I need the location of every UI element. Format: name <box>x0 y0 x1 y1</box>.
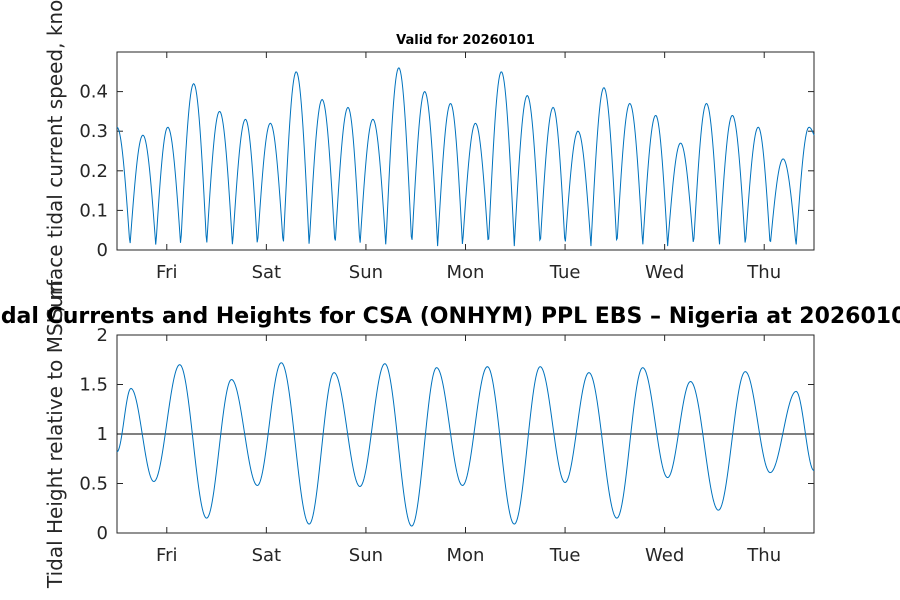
heights-xtick-label: Thu <box>746 545 781 566</box>
currents-xtick-label: Sun <box>349 262 383 283</box>
heights-ytick-label: 0.5 <box>79 474 108 495</box>
currents-series-line <box>116 67 815 247</box>
currents-xtick-label: Fri <box>156 262 177 283</box>
heights-series-line <box>116 362 815 527</box>
currents-xtick-label: Thu <box>746 262 781 283</box>
currents-xtick-label: Tue <box>549 262 581 283</box>
heights-xtick-label: Tue <box>549 545 581 566</box>
heights-plot: 0 0.5 1 1.5 2 Fri Sat Sun Mon Tue Wed Thu Tidal Heig… <box>43 280 815 589</box>
heights-xtick-label: Wed <box>645 545 684 566</box>
currents-xtick-label: Sat <box>252 262 282 283</box>
currents-plot: 0 0.1 0.2 0.3 0.4 Fri Sat Sun Mon Tue Wed Thu Valid … <box>43 0 815 321</box>
currents-ytick-label: 0 <box>97 240 108 261</box>
currents-ytick-label: 0.2 <box>79 161 108 182</box>
currents-title: Valid for 20260101 <box>396 33 535 48</box>
heights-ylabel: Tidal Height relative to MSL, m <box>43 280 67 589</box>
currents-ytick-label: 0.4 <box>79 82 108 103</box>
heights-ytick-label: 1.5 <box>79 375 108 396</box>
currents-plot-area <box>116 51 815 251</box>
currents-ylabel: Surface tidal current speed, knots <box>43 0 67 321</box>
currents-xtick-label: Mon <box>447 262 485 283</box>
currents-xtick-label: Wed <box>645 262 684 283</box>
figure-main-title: Tidal Currents and Heights for CSA (ONHY… <box>0 304 900 329</box>
currents-ytick-label: 0.1 <box>79 200 108 221</box>
heights-xtick-label: Sat <box>252 545 282 566</box>
heights-ytick-label: 1 <box>97 424 108 445</box>
heights-ytick-label: 2 <box>97 325 108 346</box>
heights-ytick-label: 0 <box>97 523 108 544</box>
heights-xtick-label: Mon <box>447 545 485 566</box>
heights-xtick-label: Fri <box>156 545 177 566</box>
currents-ytick-label: 0.3 <box>79 121 108 142</box>
heights-xtick-label: Sun <box>349 545 383 566</box>
